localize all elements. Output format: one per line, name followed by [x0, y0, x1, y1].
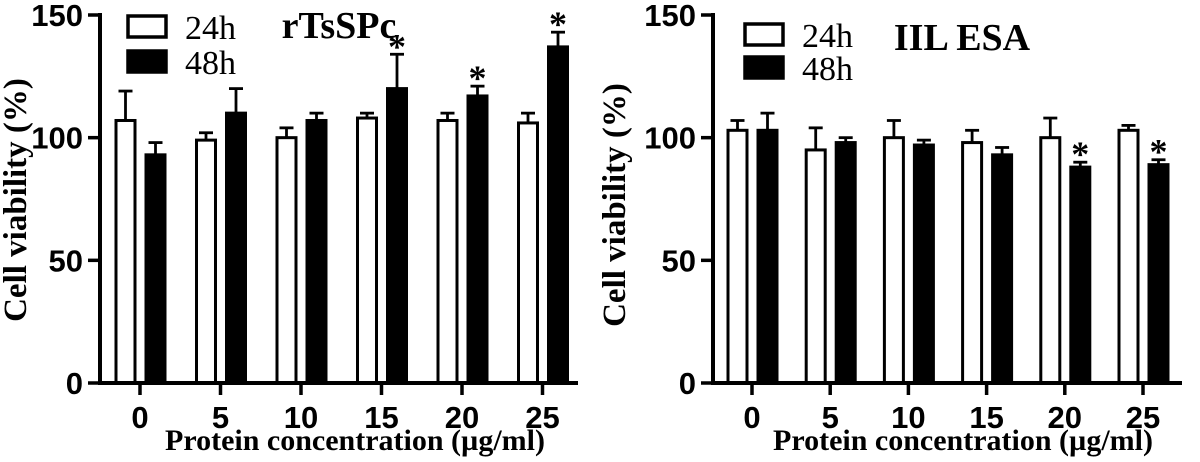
panel-rTsSPc: * * * 0 50 100 150 0 5 10 15 20 25 Cell viability (%)… — [0, 0, 578, 457]
bar-24h-5 — [804, 148, 827, 385]
bar-chart-rTsSPc: * * * 0 50 100 150 0 5 10 15 20 25 Cell viability (%)… — [0, 0, 578, 457]
x-tick-label-0: 0 — [743, 400, 760, 435]
y-tick-label-50: 50 — [662, 243, 696, 278]
bar-48h-0 — [756, 128, 779, 385]
y-tick-label-100: 100 — [644, 121, 696, 156]
legend-swatch-48h — [743, 55, 785, 80]
bar-48h-15 — [386, 87, 408, 385]
legend-swatch-48h — [126, 49, 168, 74]
x-tick-label-25: 25 — [1126, 400, 1160, 435]
legend-swatch-24h — [126, 14, 168, 39]
significance-marker: * — [469, 58, 487, 98]
bar-24h-0 — [726, 128, 749, 385]
x-tick-label-15: 15 — [364, 400, 398, 435]
bar-24h-15 — [961, 141, 984, 385]
bar-chart-IIL-ESA: * * 0 50 100 150 0 5 10 15 20 25 Cell viability (%) P… — [600, 0, 1182, 457]
bar-24h-5 — [195, 138, 217, 385]
bar-24h-20 — [436, 118, 459, 385]
y-tick-label-150: 150 — [31, 0, 83, 33]
y-tick-label-100: 100 — [31, 121, 83, 156]
bar-24h-0 — [114, 118, 137, 385]
bar-48h-25 — [1147, 163, 1170, 385]
y-tick-label-0: 0 — [679, 366, 696, 401]
bar-48h-0 — [144, 153, 167, 385]
bar-24h-10 — [882, 136, 905, 385]
y-tick-label-50: 50 — [49, 243, 83, 278]
significance-marker: * — [1150, 132, 1168, 172]
bar-48h-10 — [912, 143, 935, 385]
y-axis-title: Cell viability (%) — [600, 83, 633, 327]
x-tick-label-10: 10 — [891, 400, 925, 435]
bar-24h-25 — [517, 121, 539, 385]
significance-marker: * — [388, 26, 406, 66]
legend-swatch-24h — [743, 22, 785, 47]
x-tick-label-20: 20 — [1048, 400, 1082, 435]
bar-48h-20 — [1069, 165, 1092, 385]
legend-label-48h: 48h — [185, 45, 236, 82]
legend-label-48h: 48h — [802, 51, 853, 88]
significance-marker: * — [1071, 134, 1089, 174]
x-tick-label-10: 10 — [284, 400, 318, 435]
y-axis-title: Cell viability (%) — [0, 78, 34, 322]
bar-24h-10 — [275, 136, 298, 385]
bar-48h-15 — [991, 153, 1014, 385]
panel-IIL-ESA: * * 0 50 100 150 0 5 10 15 20 25 Cell viability (%) P… — [600, 0, 1200, 462]
bar-48h-20 — [466, 94, 489, 385]
x-axis-title: Protein concentration (µg/ml) — [165, 424, 545, 457]
bar-48h-5 — [834, 141, 857, 385]
y-tick-label-150: 150 — [644, 0, 696, 33]
panel-title: rTsSPc — [282, 5, 397, 47]
bar-24h-20 — [1039, 136, 1062, 385]
bar-48h-5 — [225, 111, 247, 385]
x-tick-label-15: 15 — [969, 400, 1003, 435]
legend-label-24h: 24h — [185, 10, 236, 47]
bar-24h-25 — [1117, 128, 1140, 385]
x-tick-label-0: 0 — [131, 400, 148, 435]
bar-48h-25 — [547, 45, 569, 385]
legend-label-24h: 24h — [802, 18, 853, 55]
bar-24h-15 — [356, 116, 378, 385]
bar-48h-10 — [305, 118, 328, 385]
x-axis-title: Protein concentration (µg/ml) — [773, 424, 1153, 457]
x-tick-label-25: 25 — [525, 400, 559, 435]
x-tick-label-5: 5 — [212, 400, 229, 435]
y-tick-label-0: 0 — [66, 366, 83, 401]
x-tick-label-5: 5 — [822, 400, 839, 435]
significance-marker: * — [549, 4, 567, 44]
panel-title: IIL ESA — [894, 17, 1031, 59]
x-tick-label-20: 20 — [445, 400, 479, 435]
